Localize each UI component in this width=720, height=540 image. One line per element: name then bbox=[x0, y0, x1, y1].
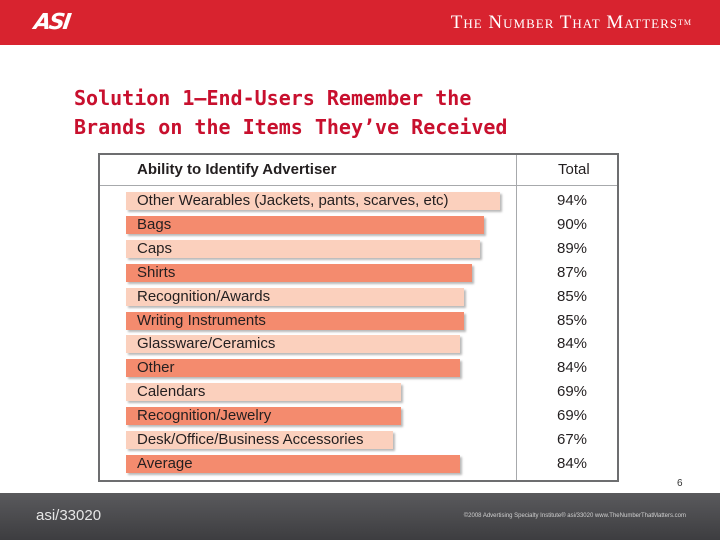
bar bbox=[126, 287, 465, 306]
advertiser-recall-chart: Ability to Identify Advertiser Total Oth… bbox=[98, 153, 619, 482]
bar-value: 90% bbox=[557, 215, 588, 233]
bar-value: 84% bbox=[557, 454, 588, 472]
bar-label: Recognition/Awards bbox=[137, 287, 271, 305]
footer-bar: asi/33020 ©2008 Advertising Specialty In… bbox=[0, 493, 720, 540]
bar-label: Other bbox=[137, 359, 175, 377]
bar bbox=[126, 263, 473, 282]
column-divider bbox=[516, 155, 517, 480]
tagline-text: The Number That Matters bbox=[450, 12, 678, 33]
bar bbox=[126, 359, 461, 378]
bar-value: 69% bbox=[557, 407, 588, 425]
bar bbox=[126, 431, 393, 449]
bar-value: 85% bbox=[557, 287, 588, 305]
bar-value: 94% bbox=[557, 192, 588, 209]
bar bbox=[126, 215, 485, 234]
header-divider bbox=[100, 185, 617, 186]
bar bbox=[126, 383, 401, 402]
bar bbox=[126, 407, 401, 426]
slide-title-line-2: Brands on the Items They’ve Received bbox=[74, 115, 508, 139]
bar bbox=[126, 239, 481, 258]
bar-value: 84% bbox=[557, 359, 588, 377]
bar-label: Writing Instruments bbox=[137, 311, 266, 329]
slide-title-line-1: Solution 1—End-Users Remember the bbox=[74, 86, 472, 110]
bar bbox=[126, 311, 465, 330]
trademark-mark: TM bbox=[678, 18, 692, 27]
bar-value: 85% bbox=[557, 311, 588, 329]
bar bbox=[126, 335, 461, 354]
bar-label: Recognition/Jewelry bbox=[137, 407, 272, 425]
footer-code: asi/33020 bbox=[36, 507, 102, 524]
bar-value: 67% bbox=[557, 431, 588, 448]
slide-title: Solution 1—End-Users Remember the Brands… bbox=[74, 84, 674, 142]
footer-copyright: ©2008 Advertising Specialty Institute® a… bbox=[463, 513, 686, 519]
bar-label: Desk/Office/Business Accessories bbox=[137, 431, 364, 448]
asi-logo: ASI bbox=[32, 10, 71, 35]
bar-value: 87% bbox=[557, 263, 588, 281]
header-bar: ASI The Number That MattersTM bbox=[0, 0, 720, 45]
bar-label: Shirts bbox=[137, 263, 176, 281]
bar-value: 69% bbox=[557, 383, 588, 401]
bar bbox=[126, 192, 501, 210]
page-number: 6 bbox=[677, 478, 683, 489]
bar-label: Average bbox=[137, 454, 193, 472]
bar bbox=[126, 454, 461, 473]
bar-label: Calendars bbox=[137, 383, 206, 401]
bar-value: 89% bbox=[557, 239, 588, 257]
bar-label: Other Wearables (Jackets, pants, scarves… bbox=[137, 192, 449, 209]
value-column-header: Total bbox=[558, 161, 590, 178]
bar-label: Glassware/Ceramics bbox=[137, 335, 276, 353]
bar-value: 84% bbox=[557, 335, 588, 353]
tagline: The Number That MattersTM bbox=[451, 12, 692, 34]
bar-label: Bags bbox=[137, 215, 172, 233]
bar-label: Caps bbox=[137, 239, 173, 257]
chart-title: Ability to Identify Advertiser bbox=[137, 161, 337, 178]
